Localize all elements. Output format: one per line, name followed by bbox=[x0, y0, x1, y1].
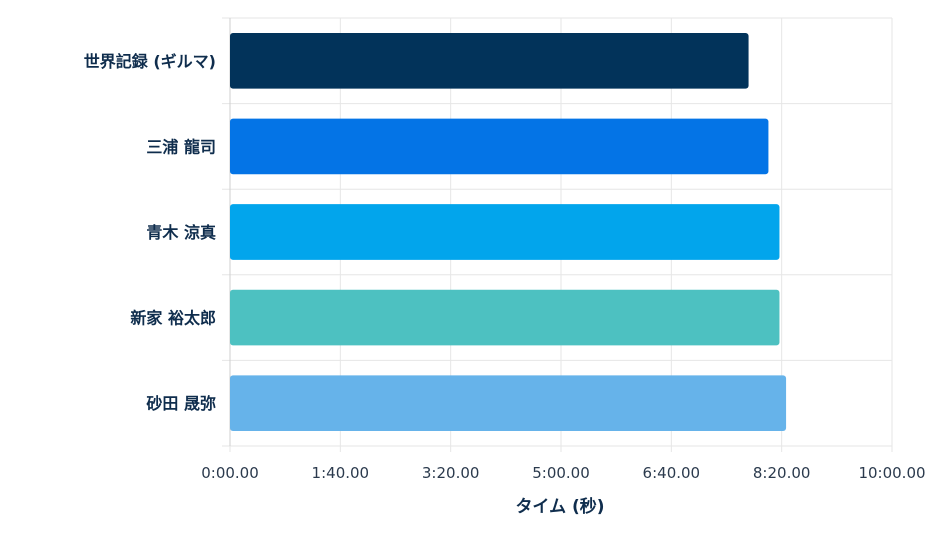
x-tick-label: 1:40.00 bbox=[312, 464, 370, 482]
bar bbox=[230, 204, 780, 260]
y-tick-label: 世界記録 (ギルマ) bbox=[84, 52, 216, 71]
x-tick-label: 5:00.00 bbox=[532, 464, 590, 482]
bar bbox=[230, 375, 787, 432]
x-tick-label: 0:00.00 bbox=[201, 464, 259, 482]
y-tick-label: 青木 涼真 bbox=[146, 223, 216, 242]
x-tick-label: 10:00.00 bbox=[858, 464, 925, 482]
bars bbox=[230, 32, 787, 432]
x-tick-label: 8:20.00 bbox=[753, 464, 811, 482]
bar bbox=[230, 289, 780, 346]
y-tick-label: 三浦 龍司 bbox=[146, 137, 216, 156]
y-tick-label: 砂田 晟弥 bbox=[146, 394, 216, 413]
x-tick-labels: 0:00.00 1:40.00 3:20.00 5:00.00 6:40.00 8:20.… bbox=[201, 464, 925, 482]
y-tick-label: 新家 裕太郎 bbox=[130, 309, 216, 328]
x-tick-label: 3:20.00 bbox=[422, 464, 480, 482]
bar bbox=[230, 118, 769, 175]
x-tick-label: 6:40.00 bbox=[643, 464, 701, 482]
x-axis-title: タイム (秒) bbox=[515, 496, 604, 517]
bar bbox=[230, 32, 749, 89]
